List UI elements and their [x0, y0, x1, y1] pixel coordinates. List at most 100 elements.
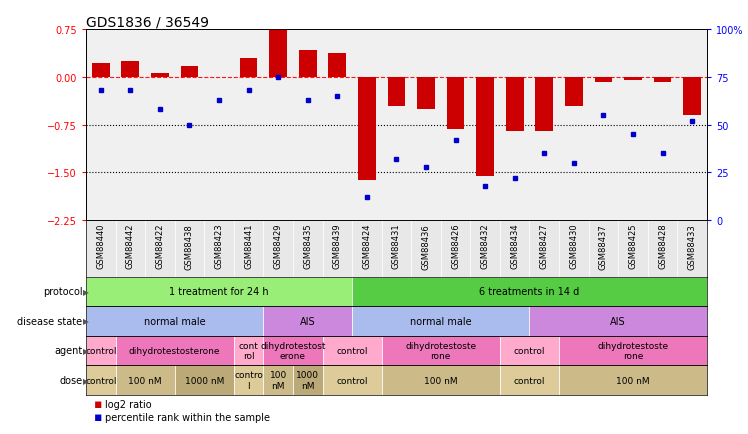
Bar: [263, 365, 293, 395]
Text: GSM88439: GSM88439: [333, 223, 342, 269]
Bar: [476, 78, 494, 176]
Bar: [322, 336, 381, 365]
Bar: [269, 30, 287, 78]
Text: GSM88435: GSM88435: [303, 223, 312, 269]
Text: GSM88429: GSM88429: [274, 223, 283, 269]
Bar: [470, 220, 500, 277]
Bar: [116, 220, 145, 277]
Text: ▪: ▪: [94, 411, 102, 423]
Text: GDS1836 / 36549: GDS1836 / 36549: [86, 15, 209, 29]
Text: control: control: [85, 376, 117, 385]
Bar: [648, 220, 677, 277]
Bar: [86, 365, 116, 395]
Bar: [234, 365, 263, 395]
Text: GSM88441: GSM88441: [244, 223, 253, 269]
Text: GSM88425: GSM88425: [628, 223, 637, 269]
Bar: [86, 220, 116, 277]
Text: ▶: ▶: [83, 346, 89, 355]
Bar: [86, 306, 263, 336]
Bar: [293, 365, 322, 395]
Text: GSM88432: GSM88432: [481, 223, 490, 269]
Text: GSM88422: GSM88422: [156, 223, 165, 269]
Text: disease state: disease state: [17, 316, 82, 326]
Bar: [500, 365, 559, 395]
Text: GSM88434: GSM88434: [510, 223, 519, 269]
Text: 100
nM: 100 nM: [269, 371, 286, 390]
Text: dihydrotestosterone: dihydrotestosterone: [129, 346, 221, 355]
Text: 1000 nM: 1000 nM: [185, 376, 224, 385]
Bar: [358, 78, 375, 181]
Text: GSM88423: GSM88423: [215, 223, 224, 269]
Bar: [86, 277, 352, 306]
Text: AIS: AIS: [300, 316, 316, 326]
Bar: [500, 336, 559, 365]
Text: contro
l: contro l: [234, 371, 263, 390]
Text: 1 treatment for 24 h: 1 treatment for 24 h: [169, 287, 269, 296]
Bar: [175, 220, 204, 277]
Text: GSM88442: GSM88442: [126, 223, 135, 269]
Text: percentile rank within the sample: percentile rank within the sample: [105, 412, 270, 422]
Bar: [559, 336, 707, 365]
Text: GSM88428: GSM88428: [658, 223, 667, 269]
Bar: [263, 220, 293, 277]
Bar: [352, 277, 707, 306]
Text: GSM88436: GSM88436: [422, 223, 431, 269]
Bar: [530, 306, 707, 336]
Text: GSM88433: GSM88433: [687, 223, 696, 269]
Bar: [536, 78, 553, 132]
Text: dihydrotestoste
rone: dihydrotestoste rone: [598, 341, 669, 360]
Bar: [240, 59, 257, 78]
Text: 100 nM: 100 nM: [616, 376, 650, 385]
Bar: [381, 220, 411, 277]
Bar: [175, 365, 234, 395]
Bar: [500, 220, 530, 277]
Bar: [677, 220, 707, 277]
Text: GSM88438: GSM88438: [185, 223, 194, 269]
Text: ▶: ▶: [83, 376, 89, 385]
Text: AIS: AIS: [610, 316, 626, 326]
Text: 100 nM: 100 nM: [424, 376, 458, 385]
Text: GSM88440: GSM88440: [96, 223, 105, 269]
Bar: [506, 78, 524, 132]
Bar: [352, 306, 530, 336]
Bar: [116, 365, 175, 395]
Text: dihydrotestost
erone: dihydrotestost erone: [260, 341, 325, 360]
Bar: [322, 365, 381, 395]
Text: log2 ratio: log2 ratio: [105, 399, 151, 409]
Text: protocol: protocol: [43, 287, 82, 296]
Text: control: control: [337, 376, 368, 385]
Text: dihydrotestoste
rone: dihydrotestoste rone: [405, 341, 476, 360]
Text: cont
rol: cont rol: [239, 341, 259, 360]
Bar: [624, 78, 642, 81]
Bar: [618, 220, 648, 277]
Bar: [411, 220, 441, 277]
Text: GSM88430: GSM88430: [569, 223, 578, 269]
Bar: [263, 306, 352, 336]
Bar: [683, 78, 701, 116]
Bar: [381, 365, 500, 395]
Bar: [417, 78, 435, 109]
Text: GSM88426: GSM88426: [451, 223, 460, 269]
Bar: [559, 220, 589, 277]
Bar: [589, 220, 618, 277]
Bar: [299, 51, 316, 78]
Text: 100 nM: 100 nM: [129, 376, 162, 385]
Bar: [328, 54, 346, 78]
Bar: [565, 78, 583, 106]
Bar: [116, 336, 234, 365]
Bar: [530, 220, 559, 277]
Bar: [263, 336, 322, 365]
Bar: [595, 78, 613, 83]
Bar: [322, 220, 352, 277]
Text: GSM88427: GSM88427: [540, 223, 549, 269]
Bar: [441, 220, 470, 277]
Text: control: control: [514, 376, 545, 385]
Bar: [559, 365, 707, 395]
Bar: [92, 64, 110, 78]
Text: ▪: ▪: [94, 398, 102, 410]
Text: control: control: [514, 346, 545, 355]
Bar: [654, 78, 672, 83]
Bar: [145, 220, 175, 277]
Bar: [204, 220, 234, 277]
Text: control: control: [337, 346, 368, 355]
